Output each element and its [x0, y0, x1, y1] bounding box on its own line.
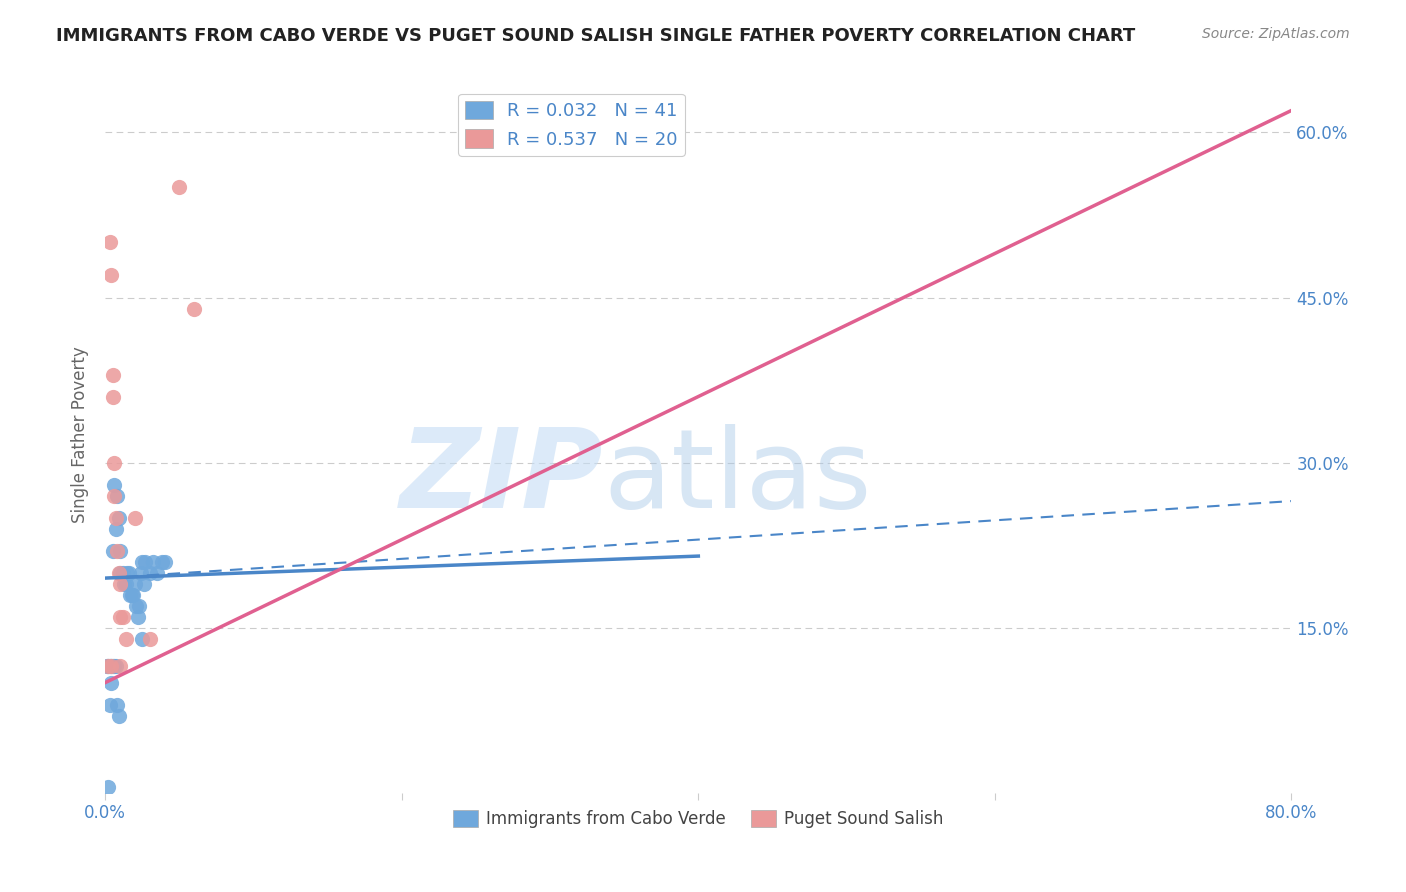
Point [117, 566, 139, 580]
Point [114, 576, 136, 591]
Point [183, 301, 205, 316]
Point [108, 659, 131, 673]
Point [103, 456, 125, 470]
Point [118, 566, 141, 580]
Point [107, 510, 129, 524]
Point [127, 609, 149, 624]
Point [115, 632, 138, 646]
Point [105, 489, 128, 503]
Point [111, 609, 134, 624]
Legend: Immigrants from Cabo Verde, Puget Sound Salish: Immigrants from Cabo Verde, Puget Sound … [446, 803, 950, 834]
Point [146, 566, 169, 580]
Point [142, 555, 165, 569]
Point [108, 566, 131, 580]
Point [138, 566, 160, 580]
Point [108, 609, 131, 624]
Point [128, 599, 150, 613]
Point [104, 522, 127, 536]
Point [124, 510, 146, 524]
Point [107, 566, 129, 580]
Point [125, 599, 148, 613]
Point [101, 659, 124, 673]
Point [107, 708, 129, 723]
Point [101, 368, 124, 382]
Point [108, 576, 131, 591]
Point [122, 588, 145, 602]
Text: ZIP: ZIP [399, 425, 603, 532]
Point [121, 588, 143, 602]
Point [100, 659, 122, 673]
Point [103, 477, 125, 491]
Point [100, 659, 122, 673]
Point [115, 576, 138, 591]
Point [134, 555, 156, 569]
Point [131, 555, 153, 569]
Point [104, 510, 127, 524]
Point [96, 659, 118, 673]
Point [97, 780, 120, 794]
Point [101, 390, 124, 404]
Point [120, 588, 142, 602]
Point [103, 659, 125, 673]
Point [105, 698, 128, 712]
Point [98, 659, 121, 673]
Point [124, 576, 146, 591]
Point [98, 698, 121, 712]
Point [153, 555, 176, 569]
Point [131, 632, 153, 646]
Point [169, 180, 191, 194]
Point [129, 566, 152, 580]
Text: Source: ZipAtlas.com: Source: ZipAtlas.com [1202, 27, 1350, 41]
Point [97, 659, 120, 673]
Point [111, 566, 134, 580]
Point [150, 555, 173, 569]
Text: atlas: atlas [603, 425, 872, 532]
Point [100, 268, 122, 283]
Point [132, 576, 155, 591]
Point [98, 235, 121, 250]
Point [100, 675, 122, 690]
Text: IMMIGRANTS FROM CABO VERDE VS PUGET SOUND SALISH SINGLE FATHER POVERTY CORRELATI: IMMIGRANTS FROM CABO VERDE VS PUGET SOUN… [56, 27, 1136, 45]
Point [108, 543, 131, 558]
Point [138, 632, 160, 646]
Y-axis label: Single Father Poverty: Single Father Poverty [72, 347, 89, 524]
Point [104, 659, 127, 673]
Point [97, 659, 120, 673]
Point [103, 489, 125, 503]
Point [105, 543, 128, 558]
Point [101, 543, 124, 558]
